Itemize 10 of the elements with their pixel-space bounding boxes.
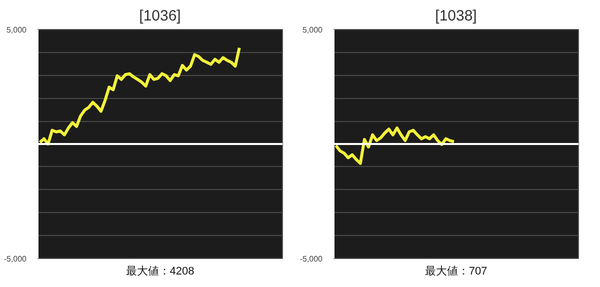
y-tick-label: 5,000 xyxy=(6,26,28,34)
line-series xyxy=(334,126,456,165)
chart-title: [1038] xyxy=(435,8,477,24)
y-tick-label: 5,000 xyxy=(302,26,324,34)
text: 最大値：707 xyxy=(424,264,488,278)
text: 最大値：4208 xyxy=(126,264,194,278)
chart-title: [1036] xyxy=(139,8,181,24)
y-tick-label: -5,000 xyxy=(300,254,324,264)
line-series xyxy=(38,46,241,146)
y-tick-label: -5,000 xyxy=(4,254,28,264)
